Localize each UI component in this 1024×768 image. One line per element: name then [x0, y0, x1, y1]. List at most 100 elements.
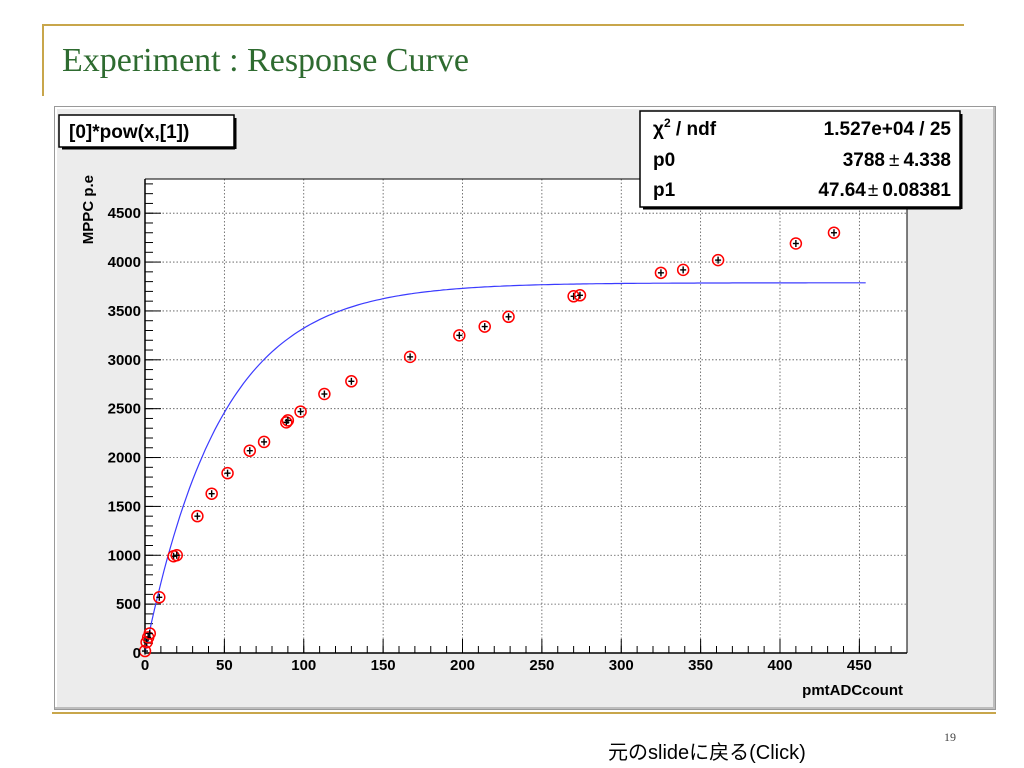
data-point	[281, 414, 295, 427]
data-point-marker	[257, 435, 271, 449]
x-axis-label: pmtADCcount	[802, 682, 903, 699]
y-tick-label: 1500	[108, 498, 141, 515]
data-point-marker	[281, 414, 295, 427]
data-point-marker	[453, 329, 466, 342]
data-point	[170, 549, 183, 562]
x-tick-label: 400	[767, 657, 792, 674]
data-point	[478, 320, 491, 333]
y-tick-label: 4500	[108, 205, 141, 222]
chi2-value: 1.527e+04 / 25	[824, 119, 952, 140]
y-tick-label: 2000	[108, 450, 141, 467]
y-tick-label: 500	[116, 596, 141, 613]
y-tick-label: 1000	[108, 547, 141, 564]
data-point-marker	[711, 253, 725, 267]
p1-number: 47.64	[818, 180, 866, 201]
tick-labels-layer: 0 50 100 150 200 250 300 350 400 4500500100015002…	[108, 205, 872, 674]
data-point-marker	[789, 237, 803, 250]
p1-error: 0.08381	[882, 180, 951, 201]
data-point	[453, 329, 466, 342]
data-point	[153, 591, 166, 604]
chi2-ndf-text: / ndf	[671, 119, 717, 140]
function-label: [0]*pow(x,[1])	[69, 122, 189, 143]
x-tick-label: 150	[371, 657, 396, 674]
data-point	[205, 487, 218, 500]
data-point-marker	[676, 263, 690, 277]
y-tick-label: 3500	[108, 303, 141, 320]
back-to-slide-link[interactable]: 元のslideに戻る(Click)	[608, 742, 806, 764]
function-label-box: [0]*pow(x,[1])	[58, 114, 237, 150]
data-point	[294, 405, 307, 418]
data-point-marker	[280, 416, 293, 429]
p0-value: 3788 ±4.338	[843, 150, 951, 171]
data-point	[654, 266, 668, 280]
x-tick-label: 0	[141, 657, 149, 674]
data-points-layer	[138, 226, 841, 658]
grid-layer	[145, 179, 907, 653]
data-point	[827, 226, 841, 240]
data-point-marker	[153, 591, 166, 604]
p0-error: 4.338	[903, 150, 951, 171]
data-point-marker	[191, 509, 204, 523]
y-tick-label: 2500	[108, 401, 141, 418]
data-point	[502, 310, 515, 324]
data-point	[138, 644, 152, 658]
x-tick-label: 200	[450, 657, 475, 674]
x-tick-label: 100	[291, 657, 316, 674]
p0-number: 3788	[843, 150, 885, 171]
data-point	[789, 237, 803, 250]
data-point	[573, 289, 587, 302]
p1-label: p1	[653, 180, 676, 201]
data-point	[345, 375, 358, 388]
x-tick-label: 50	[216, 657, 233, 674]
y-tick-label: 3000	[108, 352, 141, 369]
data-point-marker	[403, 350, 417, 364]
y-tick-label: 4000	[108, 254, 141, 271]
data-point-marker	[205, 487, 218, 500]
x-tick-label: 450	[847, 657, 872, 674]
data-point-marker	[294, 405, 307, 418]
data-point	[221, 466, 234, 480]
chi2-symbol: χ	[653, 119, 664, 140]
data-point	[318, 387, 331, 401]
data-point-marker	[143, 627, 157, 640]
plot-area	[145, 179, 907, 653]
slide-title: Experiment : Response Curve	[62, 42, 469, 79]
plot-canvas: 0 50 100 150 200 250 300 350 400 450 0 500 1000 1500 2…	[54, 106, 996, 710]
page-number: 19	[944, 730, 956, 744]
title-left-rule	[42, 24, 44, 96]
data-point-marker	[654, 266, 668, 280]
data-point	[676, 263, 690, 277]
x-tick-label: 300	[609, 657, 634, 674]
fit-curve-layer	[144, 282, 866, 654]
data-point	[567, 290, 580, 303]
y-axis-label: MPPC p.e	[80, 175, 97, 244]
fit-curve	[144, 282, 866, 654]
data-point-marker	[827, 226, 841, 240]
title-top-rule	[42, 24, 964, 26]
data-point-marker	[170, 549, 183, 562]
data-point-marker	[345, 375, 358, 388]
data-point	[257, 435, 271, 449]
p1-value: 47.64 ±0.08381	[818, 180, 951, 201]
footer-rule	[52, 712, 996, 714]
data-point	[243, 444, 257, 457]
response-curve-chart: 0 50 100 150 200 250 300 350 400 4500500100015002…	[58, 110, 963, 699]
data-point-marker	[221, 466, 234, 480]
data-point-marker	[138, 644, 152, 658]
data-point-marker	[502, 310, 515, 324]
data-point-marker	[243, 444, 257, 457]
fit-stats-box: χ2 / ndf 1.527e+04 / 25 p0 3788 ±4.338 p1…	[639, 110, 963, 210]
x-tick-label: 350	[688, 657, 713, 674]
p0-label: p0	[653, 150, 675, 171]
data-point	[711, 253, 725, 267]
data-point-marker	[567, 290, 580, 303]
data-point	[191, 509, 204, 523]
y-tick-label: 0	[133, 645, 141, 662]
p0-plus-minus: ±	[889, 150, 899, 171]
x-tick-label: 250	[529, 657, 554, 674]
data-point	[143, 627, 157, 640]
p1-plus-minus: ±	[868, 180, 878, 201]
data-point	[403, 350, 417, 364]
data-point-marker	[318, 387, 331, 401]
chi2-label: χ2 / ndf	[653, 116, 717, 140]
